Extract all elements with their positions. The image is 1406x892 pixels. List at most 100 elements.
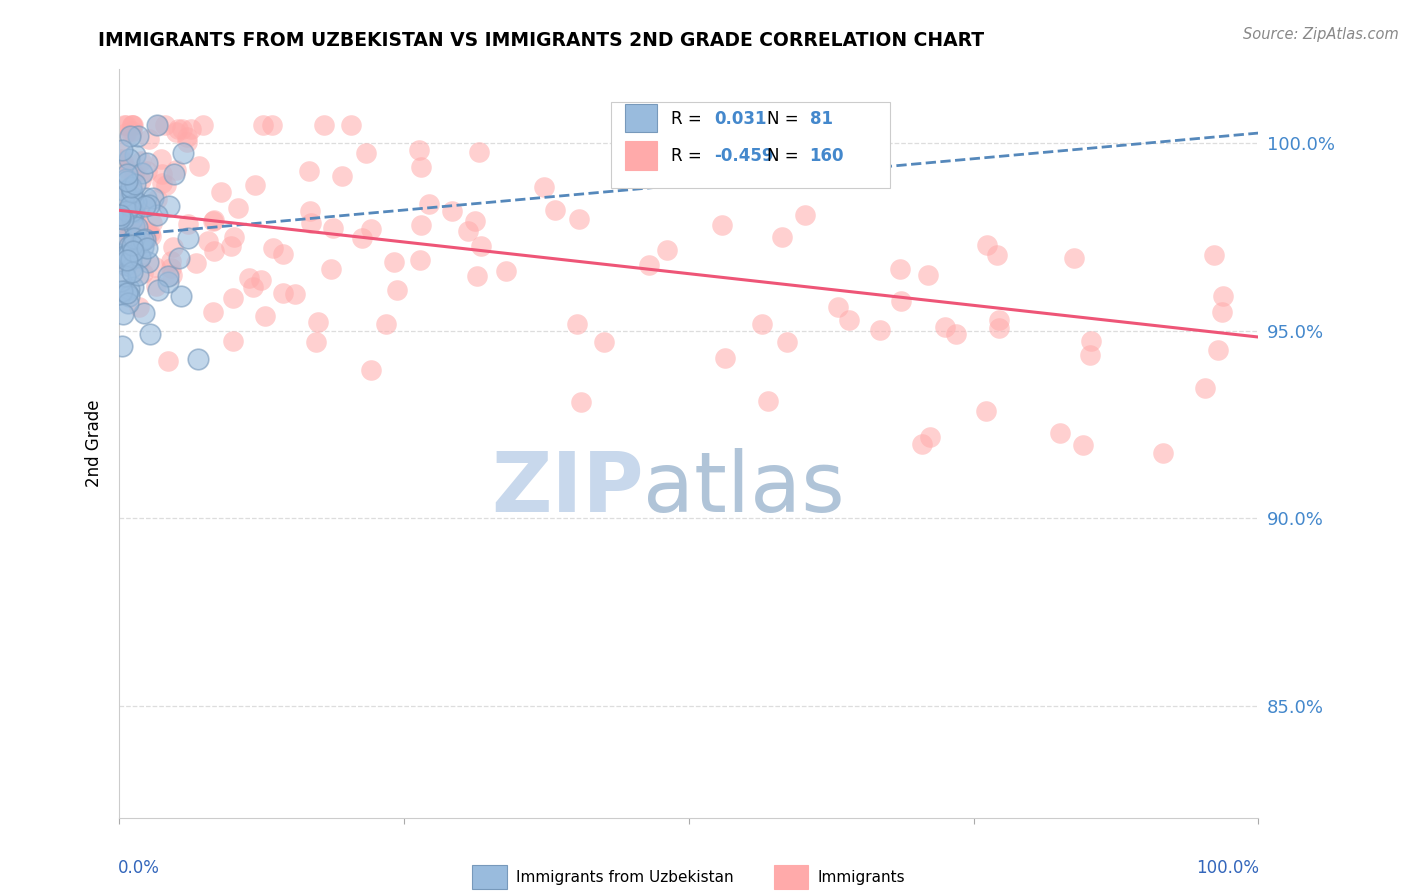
Point bbox=[222, 291, 245, 305]
Point bbox=[129, 153, 152, 168]
Point bbox=[110, 248, 132, 262]
Point bbox=[149, 152, 172, 166]
Point bbox=[411, 161, 433, 175]
Point bbox=[118, 182, 141, 196]
Point bbox=[132, 306, 155, 320]
Point bbox=[976, 237, 998, 252]
Point bbox=[111, 307, 134, 321]
Point bbox=[122, 205, 145, 219]
Point bbox=[129, 235, 152, 249]
Point bbox=[1049, 426, 1071, 441]
Point bbox=[226, 201, 249, 215]
Point bbox=[330, 169, 353, 184]
Point bbox=[115, 174, 138, 188]
Point bbox=[222, 334, 245, 348]
Point bbox=[128, 300, 150, 314]
Bar bbox=[626, 141, 657, 169]
Point bbox=[869, 323, 891, 337]
Point bbox=[120, 180, 142, 194]
Point bbox=[1208, 343, 1230, 357]
Point bbox=[112, 211, 135, 226]
Point bbox=[299, 204, 322, 219]
Point bbox=[121, 212, 143, 227]
Point bbox=[202, 213, 225, 227]
Point bbox=[713, 351, 735, 365]
Point bbox=[117, 285, 139, 300]
Point bbox=[110, 202, 132, 216]
Point bbox=[172, 146, 194, 161]
Point bbox=[121, 235, 143, 249]
Point bbox=[1080, 334, 1102, 348]
Text: -0.459: -0.459 bbox=[714, 147, 773, 165]
Point bbox=[889, 261, 911, 276]
Point bbox=[131, 240, 153, 254]
Point bbox=[115, 259, 138, 273]
Point bbox=[271, 246, 294, 260]
Point bbox=[118, 153, 141, 167]
Point bbox=[110, 211, 132, 225]
Point bbox=[177, 217, 200, 231]
Text: 100.0%: 100.0% bbox=[1197, 859, 1260, 877]
Point bbox=[467, 145, 489, 159]
Point bbox=[138, 132, 160, 146]
Point bbox=[197, 234, 219, 248]
Point bbox=[111, 339, 134, 353]
Point bbox=[307, 315, 329, 329]
Point bbox=[136, 241, 159, 255]
Point bbox=[911, 437, 934, 451]
Point bbox=[711, 218, 734, 232]
Point bbox=[751, 317, 773, 331]
Point bbox=[201, 305, 224, 319]
Point bbox=[124, 241, 146, 255]
Point bbox=[1071, 438, 1094, 452]
Point bbox=[136, 254, 159, 268]
Point bbox=[157, 199, 180, 213]
Point bbox=[114, 269, 136, 284]
Point bbox=[1153, 445, 1175, 459]
Point bbox=[340, 118, 363, 132]
Point bbox=[142, 191, 165, 205]
Point bbox=[121, 240, 143, 254]
Point bbox=[129, 202, 152, 217]
Point bbox=[121, 265, 143, 279]
Point bbox=[987, 313, 1010, 327]
Point bbox=[360, 363, 382, 377]
Point bbox=[135, 163, 157, 178]
Point bbox=[408, 252, 430, 267]
Point bbox=[110, 228, 132, 243]
Point bbox=[1063, 252, 1085, 266]
Point bbox=[112, 188, 135, 202]
Point bbox=[112, 245, 135, 260]
Point bbox=[110, 211, 132, 225]
Point bbox=[110, 144, 132, 158]
Text: 0.0%: 0.0% bbox=[118, 859, 160, 877]
Point bbox=[569, 394, 592, 409]
Point bbox=[139, 327, 162, 342]
Point bbox=[115, 253, 138, 268]
Point bbox=[250, 273, 273, 287]
Point bbox=[165, 162, 187, 177]
Point bbox=[111, 143, 134, 157]
Text: 81: 81 bbox=[810, 110, 832, 128]
Point bbox=[1202, 248, 1225, 262]
Point bbox=[945, 326, 967, 341]
Point bbox=[170, 288, 193, 302]
Point bbox=[136, 156, 159, 170]
Point bbox=[122, 193, 145, 207]
Point bbox=[180, 121, 202, 136]
Point bbox=[115, 161, 138, 175]
Point bbox=[136, 224, 159, 238]
Point bbox=[118, 289, 141, 303]
Point bbox=[176, 135, 198, 149]
Point bbox=[111, 154, 134, 169]
Point bbox=[111, 239, 134, 253]
Point bbox=[110, 274, 132, 288]
Point bbox=[157, 275, 180, 289]
Point bbox=[533, 179, 555, 194]
Point bbox=[121, 260, 143, 275]
Point bbox=[110, 208, 132, 222]
Point bbox=[122, 279, 145, 293]
Point bbox=[440, 204, 463, 219]
Point bbox=[772, 230, 794, 244]
Point bbox=[110, 152, 132, 166]
